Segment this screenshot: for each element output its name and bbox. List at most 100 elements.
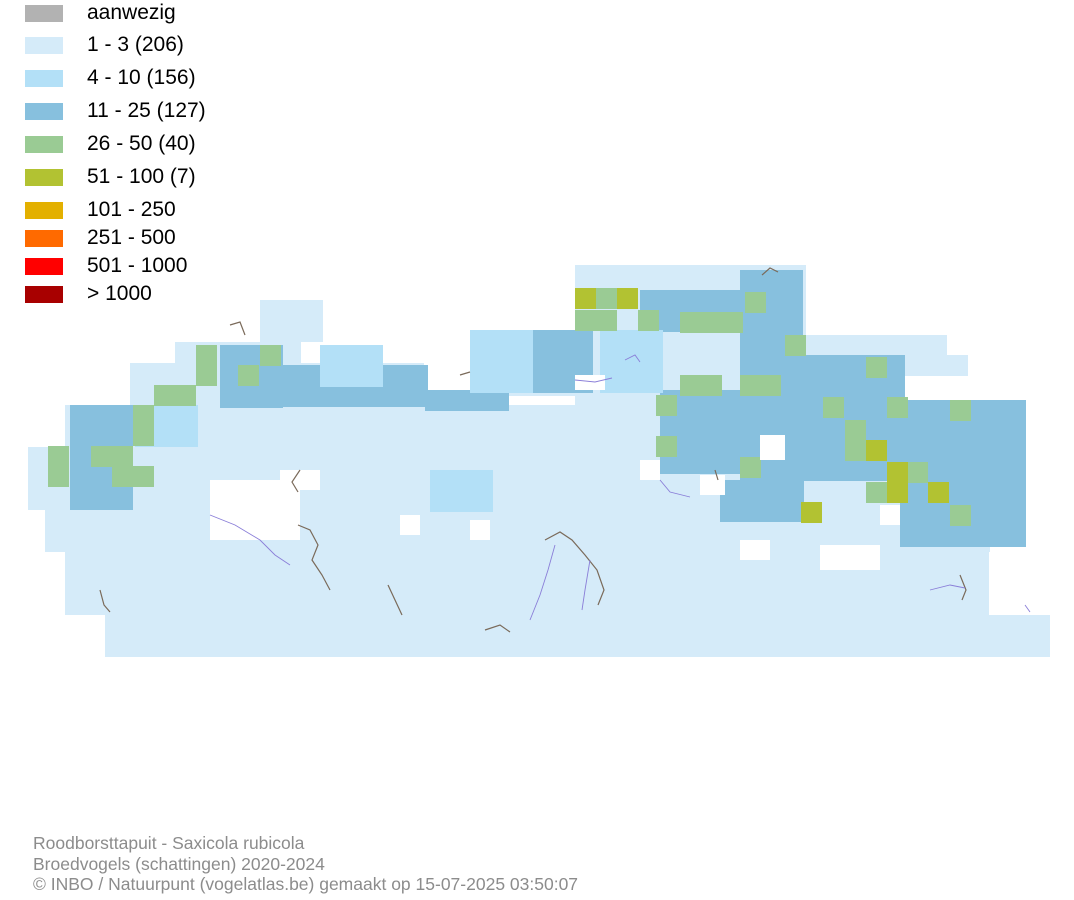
grid-cell: [189, 636, 210, 657]
grid-cell: [506, 405, 527, 426]
grid-cell: [86, 552, 107, 573]
grid-cell: [701, 265, 722, 286]
grid-cell: [485, 552, 506, 573]
grid-cell: [800, 355, 821, 376]
grid-cell: [1008, 615, 1029, 636]
province-border: [714, 469, 719, 481]
grid-cell: [528, 510, 549, 531]
grid-cell: [154, 385, 175, 406]
grid-cell: [758, 573, 779, 594]
grid-cell: [260, 321, 281, 342]
grid-cell: [595, 489, 616, 510]
grid-cell: [963, 463, 984, 484]
grid-cell: [469, 447, 490, 468]
grid-cell: [681, 432, 702, 453]
legend-swatch: [25, 169, 63, 186]
grid-cell: [642, 351, 663, 372]
grid-cell: [864, 510, 885, 531]
grid-cell: [443, 594, 464, 615]
grid-cell: [693, 636, 714, 657]
grid-cell: [782, 417, 803, 438]
grid-cell: [254, 594, 275, 615]
grid-cell: [275, 594, 296, 615]
grid-cell: [611, 426, 632, 447]
species-name: Roodborsttapuit - Saxicola rubicola: [33, 833, 305, 853]
grid-cell: [966, 636, 987, 657]
grid-cell: [800, 573, 821, 594]
grid-cell: [821, 335, 842, 356]
grid-cell: [364, 468, 385, 489]
grid-cell: [196, 365, 217, 386]
grid-cell: [570, 510, 591, 531]
grid-cell: [364, 489, 385, 510]
grid-cell: [527, 426, 548, 447]
survey-name: Broedvogels (schattingen) 2020-2024: [33, 853, 325, 874]
grid-cell: [800, 594, 821, 615]
grid-cell: [254, 426, 275, 447]
grid-cell: [660, 411, 681, 432]
grid-cell: [281, 321, 302, 342]
grid-cell: [921, 526, 942, 547]
grid-cell: [128, 594, 149, 615]
grid-cell: [359, 426, 380, 447]
grid-cell: [322, 447, 343, 468]
grid-cell: [294, 615, 315, 636]
grid-cell: [637, 489, 658, 510]
grid-cell: [653, 573, 674, 594]
grid-cell: [926, 573, 947, 594]
grid-cell: [905, 573, 926, 594]
grid-cell: [722, 312, 743, 333]
grid-cell: [549, 510, 570, 531]
grid-cell: [722, 370, 743, 391]
grid-cell: [66, 510, 87, 531]
grid-cell: [716, 552, 737, 573]
grid-cell: [674, 573, 695, 594]
grid-cell: [900, 505, 921, 526]
grid-cell: [378, 615, 399, 636]
grid-cell: [716, 573, 737, 594]
grid-cell: [633, 510, 654, 531]
grid-cell: [532, 468, 553, 489]
grid-cell: [551, 351, 572, 372]
grid-cell: [632, 552, 653, 573]
grid-cell: [87, 510, 108, 531]
grid-cell: [420, 636, 441, 657]
grid-cell: [900, 526, 921, 547]
grid-cell: [638, 265, 659, 286]
grid-cell: [241, 345, 262, 366]
grid-cell: [362, 366, 383, 387]
grid-cell: [133, 425, 154, 446]
grid-cell: [761, 291, 782, 312]
river: [929, 584, 966, 591]
legend-item: 251 - 500: [25, 226, 285, 252]
grid-cell: [884, 573, 905, 594]
grid-cell: [612, 531, 633, 552]
grid-cell: [863, 376, 884, 397]
grid-cell: [399, 615, 420, 636]
grid-cell: [318, 510, 339, 531]
grid-cell: [945, 636, 966, 657]
grid-cell: [1008, 636, 1029, 657]
legend-swatch: [25, 70, 63, 87]
grid-cell: [220, 387, 241, 408]
grid-cell: [574, 489, 595, 510]
grid-cell: [193, 384, 214, 405]
grid-cell: [651, 615, 672, 636]
grid-cell: [968, 552, 989, 573]
grid-cell: [338, 552, 359, 573]
grid-cell: [884, 594, 905, 615]
grid-cell: [756, 636, 777, 657]
grid-cell: [782, 438, 803, 459]
grid-cell: [600, 330, 621, 351]
empty-area: [820, 545, 880, 570]
river: [1024, 604, 1031, 613]
grid-cell: [525, 615, 546, 636]
grid-cell: [464, 426, 485, 447]
grid-cell: [621, 330, 642, 351]
grid-cell: [485, 594, 506, 615]
grid-cell: [680, 328, 701, 349]
grid-cell: [596, 310, 617, 331]
legend-label: 51 - 100 (7): [87, 165, 196, 188]
grid-cell: [740, 396, 761, 417]
grid-cell: [866, 357, 887, 378]
